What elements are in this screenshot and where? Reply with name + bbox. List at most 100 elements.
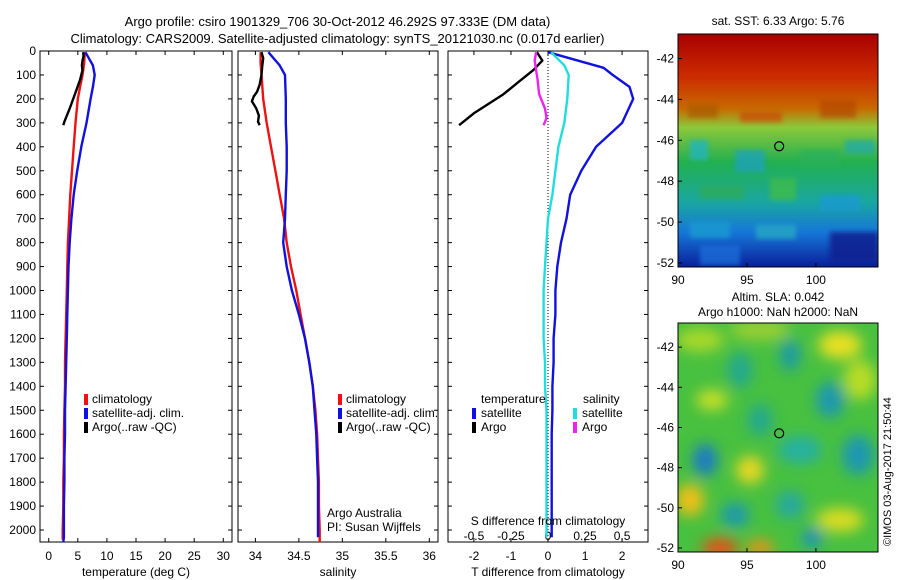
s-axis-tick-label: -0.5 xyxy=(464,529,485,543)
pi-label: PI: Susan Wijffels xyxy=(327,520,421,534)
legend2-argo-swatch xyxy=(338,422,342,433)
map-x-tick-label: 100 xyxy=(806,273,826,287)
x-tick-label: 25 xyxy=(188,549,202,563)
s-axis-tick-label: -0.25 xyxy=(497,529,525,543)
y-tick-label: 300 xyxy=(16,116,36,130)
y-tick-label: 400 xyxy=(16,140,36,154)
x-tick-label: 0 xyxy=(545,549,552,563)
y-tick-label: 2000 xyxy=(9,523,36,537)
legend-t-argo-swatch xyxy=(472,422,476,433)
map-x-tick-label: 100 xyxy=(806,558,826,572)
x-tick-label: 5 xyxy=(74,549,81,563)
x-tick-label: 15 xyxy=(129,549,143,563)
x-tick-label: 35 xyxy=(336,549,350,563)
x-tick-label: 34 xyxy=(249,549,263,563)
map-y-tick-label: -44 xyxy=(657,92,675,106)
legend-temperature-header: temperature xyxy=(481,392,546,406)
y-tick-label: 1400 xyxy=(9,379,36,393)
legend-climatology-swatch xyxy=(84,394,88,405)
temperature-axes-frame xyxy=(39,50,233,543)
x-tick-label: 1 xyxy=(582,549,589,563)
legend-salinity-header: salinity xyxy=(583,392,620,406)
legend-t-satellite-swatch xyxy=(472,408,476,419)
map-y-tick-label: -48 xyxy=(657,461,675,475)
y-tick-label: 1200 xyxy=(9,331,36,345)
s-diff-satellite-line xyxy=(542,51,570,538)
sla-profile-location-marker xyxy=(774,428,785,439)
legend2-argo-label: Argo(..raw -QC) xyxy=(346,420,431,434)
legend2-satellite-label: satellite-adj. clim. xyxy=(346,406,438,420)
legend2-climatology-label: climatology xyxy=(346,392,406,406)
t-difference-xlabel: T difference from climatology xyxy=(471,565,625,579)
sla-map-frame xyxy=(677,322,879,553)
x-tick-label: -1 xyxy=(506,549,517,563)
map-y-tick-label: -44 xyxy=(657,380,675,394)
legend-s-satellite-label: satellite xyxy=(582,406,623,420)
legend-satellite-label: satellite-adj. clim. xyxy=(92,406,184,420)
legend2-climatology-swatch xyxy=(338,394,342,405)
figure-title-line2: Climatology: CARS2009. Satellite-adjuste… xyxy=(70,31,605,46)
s-axis-tick-label: 0.25 xyxy=(573,529,597,543)
legend2-satellite-swatch xyxy=(338,408,342,419)
y-tick-label: 500 xyxy=(16,164,36,178)
s-difference-xlabel: S difference from climatology xyxy=(471,514,626,528)
salinity-satellite-line xyxy=(267,51,320,538)
sla-map-title-line1: Altim. SLA: 0.042 xyxy=(732,290,825,304)
legend-argo-swatch xyxy=(84,422,88,433)
y-tick-label: 1300 xyxy=(9,355,36,369)
legend-s-satellite-swatch xyxy=(573,408,577,419)
y-tick-label: 600 xyxy=(16,188,36,202)
legend-s-argo-swatch xyxy=(573,422,577,433)
x-tick-label: 10 xyxy=(100,549,114,563)
imos-timestamp: ©IMOS 03-Aug-2017 21:50:44 xyxy=(882,397,894,546)
s-axis-tick-label: 0.5 xyxy=(614,529,631,543)
map-y-tick-label: -42 xyxy=(657,52,675,66)
map-x-tick-label: 95 xyxy=(740,273,754,287)
y-tick-label: 700 xyxy=(16,212,36,226)
sst-profile-location-marker xyxy=(774,141,785,152)
map-y-tick-label: -42 xyxy=(657,340,675,354)
map-y-tick-label: -52 xyxy=(657,256,675,270)
y-tick-label: 1100 xyxy=(10,307,36,321)
sst-heatmap xyxy=(678,34,878,267)
x-tick-label: -2 xyxy=(469,549,480,563)
legend-s-argo-label: Argo xyxy=(582,420,608,434)
x-tick-label: 36 xyxy=(423,549,437,563)
x-tick-label: 2 xyxy=(619,549,626,563)
map-y-tick-label: -50 xyxy=(657,215,675,229)
legend-t-satellite-label: satellite xyxy=(481,406,522,420)
y-tick-label: 800 xyxy=(16,236,36,250)
s-diff-argo-line xyxy=(533,52,548,126)
y-tick-label: 1000 xyxy=(9,284,36,298)
y-tick-label: 1700 xyxy=(9,451,36,465)
sla-map-title-line2: Argo h1000: NaN h2000: NaN xyxy=(698,305,858,319)
salinity-argo-line xyxy=(250,51,265,126)
y-tick-label: 1800 xyxy=(9,475,36,489)
x-tick-label: 35.5 xyxy=(374,549,398,563)
legend-t-argo-label: Argo xyxy=(481,420,507,434)
temperature-xlabel: temperature (deg C) xyxy=(82,565,190,579)
y-tick-label: 1900 xyxy=(9,499,36,513)
t-diff-argo-line xyxy=(458,51,544,127)
map-y-tick-label: -46 xyxy=(657,133,675,147)
x-tick-label: 20 xyxy=(158,549,172,563)
map-y-tick-label: -52 xyxy=(657,541,675,555)
sst-map-frame xyxy=(677,33,879,268)
salinity-axes-frame xyxy=(237,50,439,543)
map-y-tick-label: -50 xyxy=(657,501,675,515)
map-y-tick-label: -48 xyxy=(657,174,675,188)
x-tick-label: 34.5 xyxy=(287,549,311,563)
temperature-argo-line xyxy=(62,52,85,126)
argo-australia-label: Argo Australia xyxy=(327,506,402,520)
y-tick-label: 0 xyxy=(29,44,36,58)
x-tick-label: 0 xyxy=(45,549,52,563)
legend-argo-label: Argo(..raw -QC) xyxy=(92,420,177,434)
t-diff-satellite-line xyxy=(547,51,635,538)
y-tick-label: 200 xyxy=(16,92,36,106)
y-tick-label: 100 xyxy=(16,68,36,82)
y-tick-label: 1500 xyxy=(9,403,36,417)
y-tick-label: 1600 xyxy=(9,427,36,441)
sst-map-title: sat. SST: 6.33 Argo: 5.76 xyxy=(712,14,845,28)
map-y-tick-label: -46 xyxy=(657,420,675,434)
